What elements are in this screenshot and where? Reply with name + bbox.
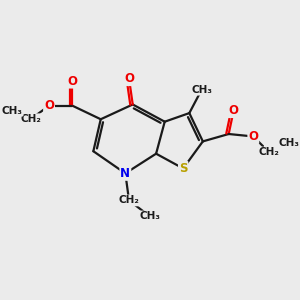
Text: CH₃: CH₃ <box>140 212 160 221</box>
Text: S: S <box>179 162 188 175</box>
Text: CH₃: CH₃ <box>278 138 299 148</box>
Text: O: O <box>248 130 258 143</box>
Text: CH₃: CH₃ <box>191 85 212 95</box>
Text: N: N <box>120 167 130 180</box>
Text: O: O <box>229 104 238 117</box>
Text: CH₂: CH₂ <box>259 148 280 158</box>
Text: O: O <box>44 99 54 112</box>
Text: CH₂: CH₂ <box>118 195 140 206</box>
Text: O: O <box>124 72 134 85</box>
Text: CH₂: CH₂ <box>20 114 41 124</box>
Text: O: O <box>68 75 77 88</box>
Text: CH₃: CH₃ <box>2 106 23 116</box>
